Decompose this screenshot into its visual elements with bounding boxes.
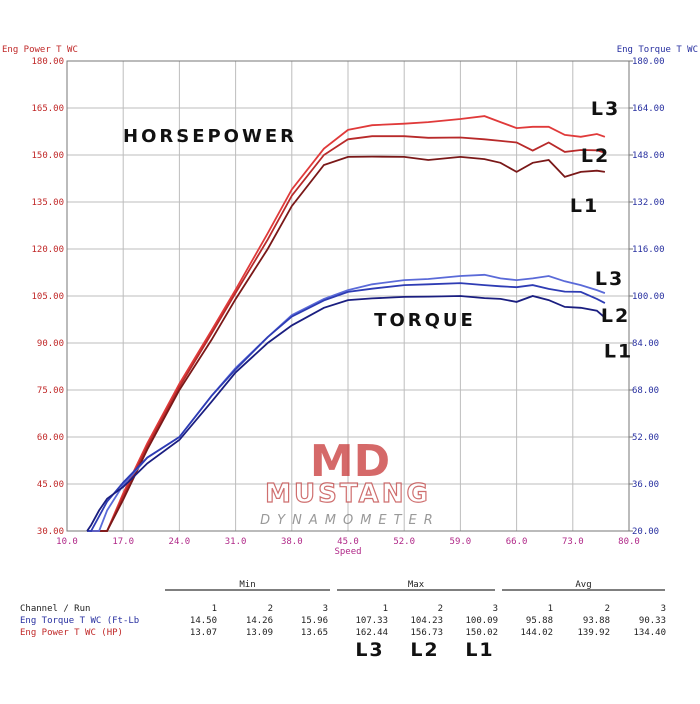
y2-tick-label: 116.00 — [632, 245, 665, 255]
run-label: L2 — [410, 639, 439, 661]
y2-tick-label: 36.00 — [632, 480, 659, 490]
table-value: 13.09 — [246, 628, 273, 638]
run-number: 3 — [493, 604, 498, 614]
series-label: L3 — [595, 268, 624, 290]
y-tick-label: 120.00 — [31, 245, 64, 255]
y-tick-label: 150.00 — [31, 151, 64, 161]
table-value: 15.96 — [301, 616, 328, 626]
logo-sub: DYNAMOMETER — [260, 513, 440, 528]
y-tick-label: 165.00 — [31, 104, 64, 114]
x-tick-label: 52.0 — [393, 537, 415, 547]
series-label: L2 — [581, 145, 610, 167]
table-value: 150.02 — [465, 628, 498, 638]
series-line — [86, 295, 606, 532]
y2-tick-label: 100.00 — [632, 292, 665, 302]
series-line — [87, 273, 606, 532]
table-value: 13.07 — [190, 628, 217, 638]
x-tick-label: 73.0 — [562, 537, 584, 547]
series-label: L1 — [604, 341, 633, 363]
x-tick-label: 31.0 — [225, 537, 247, 547]
series-label: L2 — [601, 305, 630, 327]
table-value: 162.44 — [355, 628, 388, 638]
run-number: 3 — [323, 604, 328, 614]
table-value: 13.65 — [301, 628, 328, 638]
y2-axis-title: Eng Torque T WC — [617, 45, 698, 55]
group-header: Min — [239, 580, 255, 590]
logo-mark: MD — [310, 436, 390, 487]
series-lines — [86, 115, 606, 532]
x-tick-label: 45.0 — [337, 537, 359, 547]
y2-tick-label: 20.00 — [632, 527, 659, 537]
run-number: 3 — [661, 604, 666, 614]
x-tick-label: 38.0 — [281, 537, 303, 547]
y2-tick-label: 164.00 — [632, 104, 665, 114]
y2-tick-label: 84.00 — [632, 339, 659, 349]
run-number: 2 — [438, 604, 443, 614]
table-value: 156.73 — [410, 628, 443, 638]
table-value: 144.02 — [520, 628, 553, 638]
channel-name: Eng Torque T WC (Ft-Lb — [20, 616, 139, 626]
run-number: 1 — [548, 604, 553, 614]
run-number: 1 — [212, 604, 217, 614]
y-tick-label: 180.00 — [31, 57, 64, 67]
run-label: L1 — [465, 639, 494, 661]
table-value: 100.09 — [465, 616, 498, 626]
x-tick-label: 17.0 — [112, 537, 134, 547]
run-number: 2 — [605, 604, 610, 614]
y2-tick-label: 148.00 — [632, 151, 665, 161]
logo-name: MUSTANG — [265, 479, 431, 509]
y-tick-label: 90.00 — [37, 339, 64, 349]
annotation: TORQUE — [374, 310, 476, 331]
x-tick-label: 80.0 — [618, 537, 640, 547]
y2-tick-label: 68.00 — [632, 386, 659, 396]
table-value: 90.33 — [639, 616, 666, 626]
y2-tick-label: 52.00 — [632, 433, 659, 443]
table-value: 14.50 — [190, 616, 217, 626]
x-axis-title: Speed — [334, 547, 361, 557]
run-number: 1 — [383, 604, 388, 614]
table-header: Channel / Run — [20, 604, 90, 614]
series-line — [87, 282, 606, 532]
y-tick-label: 30.00 — [37, 527, 64, 537]
y-axis-title: Eng Power T WC — [2, 45, 78, 55]
run-label: L3 — [355, 639, 384, 661]
logo: MD MUSTANG DYNAMOMETER — [260, 436, 440, 528]
y2-tick-label: 132.00 — [632, 198, 665, 208]
table-value: 104.23 — [410, 616, 443, 626]
y2-tick-label: 180.00 — [632, 57, 665, 67]
annotation: HORSEPOWER — [123, 126, 297, 147]
x-tick-label: 24.0 — [169, 537, 191, 547]
x-tick-label: 59.0 — [450, 537, 472, 547]
y-tick-label: 45.00 — [37, 480, 64, 490]
x-tick-label: 66.0 — [506, 537, 528, 547]
y-tick-label: 60.00 — [37, 433, 64, 443]
channel-name: Eng Power T WC (HP) — [20, 628, 123, 638]
series-line — [87, 135, 606, 532]
table-value: 93.88 — [583, 616, 610, 626]
y-tick-label: 135.00 — [31, 198, 64, 208]
group-header: Avg — [575, 580, 591, 590]
y-tick-label: 105.00 — [31, 292, 64, 302]
group-header: Max — [408, 580, 425, 590]
table-value: 134.40 — [633, 628, 666, 638]
x-tick-label: 10.0 — [56, 537, 78, 547]
y-tick-label: 75.00 — [37, 386, 64, 396]
run-number: 2 — [268, 604, 273, 614]
series-line — [87, 115, 606, 532]
series-label: L3 — [591, 98, 620, 120]
table-value: 139.92 — [577, 628, 610, 638]
series-line — [87, 155, 606, 532]
table-value: 107.33 — [355, 616, 388, 626]
table-value: 14.26 — [246, 616, 273, 626]
series-label: L1 — [570, 195, 599, 217]
table-value: 95.88 — [526, 616, 553, 626]
